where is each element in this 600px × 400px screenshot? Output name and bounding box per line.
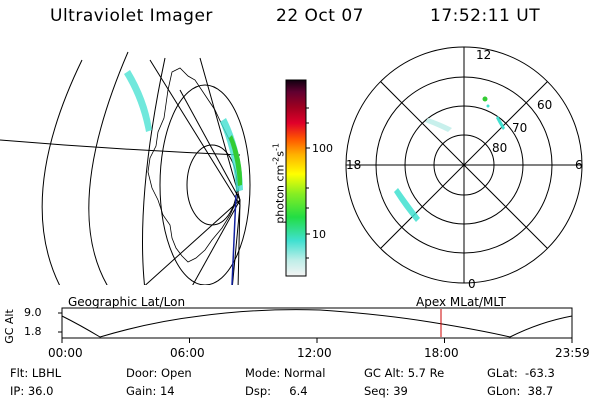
mlat-label-70: 70: [512, 121, 528, 135]
aurora-arc-left: [124, 70, 152, 132]
filter-status: Flt: LBHL: [10, 366, 62, 380]
mode-status: Mode: Normal: [245, 366, 326, 380]
time-tick-2: 12:00: [297, 346, 332, 360]
mlat-label-80: 80: [492, 141, 508, 155]
time-tick-0: 00:00: [48, 346, 83, 360]
time-tick-3: 18:00: [424, 346, 459, 360]
mlt-label-midnight: 0: [468, 277, 476, 291]
globe-meridian-3: [144, 199, 241, 285]
app-title: Ultraviolet Imager: [50, 6, 213, 26]
ip-status: IP: 36.0: [10, 384, 54, 398]
aurora-arc-right-core: [229, 135, 243, 186]
geo-longitude-status: GLon: 38.7: [487, 384, 554, 398]
gc-altitude-status: GC Alt: 5.7 Re: [364, 366, 445, 380]
altitude-ytick-min: 1.8: [24, 325, 42, 338]
mlt-label-noon: 12: [476, 48, 492, 62]
colorbar-tick-10: 10: [312, 228, 326, 241]
limb-edge: [231, 194, 237, 285]
colorbar-gradient: [285, 79, 307, 277]
apex-title: Apex MLat/MLT: [416, 295, 506, 309]
geographic-title: Geographic Lat/Lon: [68, 295, 186, 309]
sequence-status: Seq: 39: [364, 384, 408, 398]
globe-limb: [159, 84, 251, 285]
time-tick-1: 06:00: [170, 346, 205, 360]
time-tick-4: 23:59: [555, 346, 590, 360]
geo-latitude-status: GLat: -63.3: [487, 366, 555, 380]
globe-meridian-5: [192, 199, 241, 285]
globe-arc-outer-2: [88, 51, 129, 285]
gain-status: Gain: 14: [126, 384, 175, 398]
mlat-label-60: 60: [537, 98, 553, 112]
altitude-ytick-max: 9.0: [24, 306, 42, 319]
globe-meridian-4: [179, 89, 241, 201]
colorbar-tick-100: 100: [312, 142, 333, 155]
globe-arc-outer-1: [41, 59, 83, 285]
colorbar: [285, 79, 310, 277]
door-status: Door: Open: [126, 366, 192, 380]
mlt-label-dawn: 6: [575, 158, 583, 172]
coastline: [147, 67, 241, 263]
altitude-curve: [61, 309, 573, 338]
globe-arc-outer-3: [142, 57, 166, 285]
observation-date: 22 Oct 07: [276, 6, 364, 26]
observation-time: 17:52:11 UT: [430, 6, 541, 26]
mlt-label-dusk: 18: [346, 158, 362, 172]
globe-latitude-line: [0, 139, 241, 156]
dsp-status: Dsp: 6.4: [245, 384, 308, 398]
